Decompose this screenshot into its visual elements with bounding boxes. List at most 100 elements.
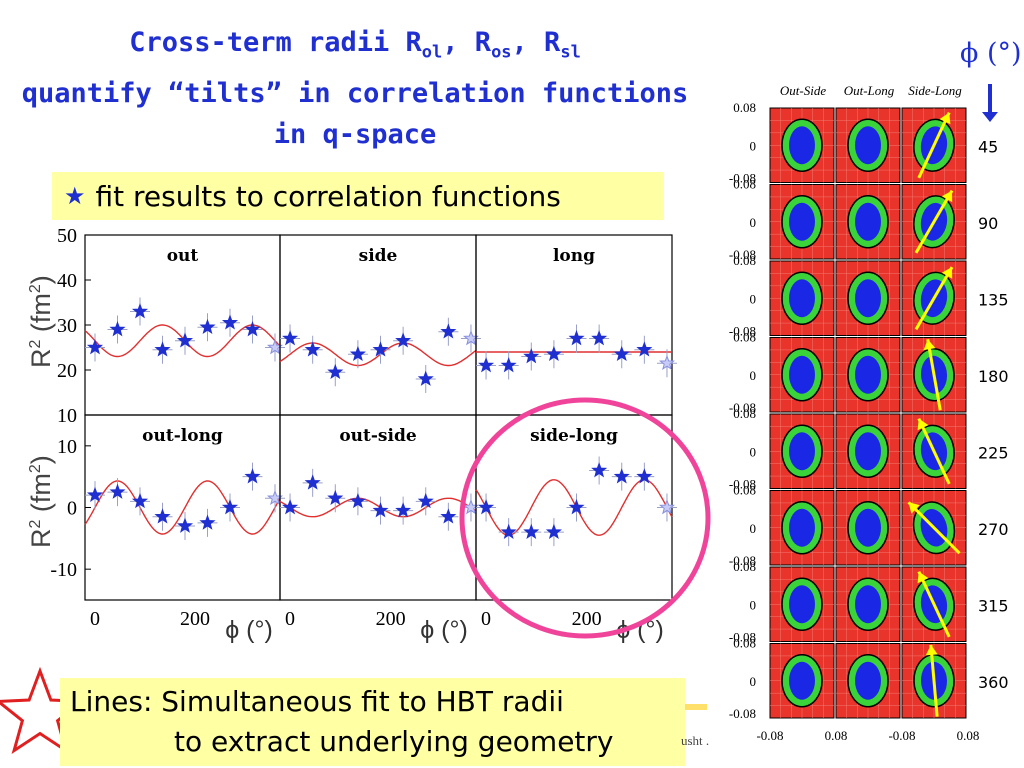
row-angle-label: 90: [978, 214, 998, 233]
blue-core: [855, 432, 881, 471]
data-point: [591, 462, 608, 478]
slide-title: Cross-term radii Rol, Ros, Rsl quantify …: [20, 22, 690, 155]
data-point: [282, 499, 299, 515]
data-point: [478, 357, 495, 373]
grid-ytick: 0.08: [733, 177, 756, 192]
grid-ytick: -0.08: [729, 247, 756, 262]
y-tick-label: 20: [57, 360, 77, 382]
arrowhead-icon: [939, 112, 951, 125]
blue-core: [855, 126, 881, 165]
x-tick-label: 200: [180, 608, 210, 630]
correlation-row-360: [769, 643, 967, 719]
grid-column-label: Side-Long: [908, 83, 962, 98]
data-point: [523, 348, 540, 364]
grid-ytick: 0.08: [733, 483, 756, 498]
data-point: [395, 332, 412, 348]
y-tick-label: 0: [67, 498, 77, 520]
grid-ytick: 0: [750, 674, 757, 689]
correlation-row-270: [769, 490, 967, 566]
arrowhead-icon: [941, 267, 953, 279]
chart-panel-out-side: out-side 0 200 ϕ (°): [279, 414, 481, 644]
blue-core: [855, 279, 881, 318]
panel-title: side: [359, 246, 398, 266]
grid-column-label: Out-Long: [844, 83, 895, 98]
data-point: [417, 370, 434, 386]
grid-ytick: 0.08: [733, 100, 756, 115]
x-tick-label: 200: [572, 608, 602, 630]
blue-core: [789, 279, 815, 318]
grid-ytick: -0.08: [729, 630, 756, 645]
grid-column-label: Out-Side: [780, 83, 826, 98]
data-point: [568, 499, 585, 515]
data-point: [372, 341, 389, 357]
panel-title: side-long: [530, 426, 618, 446]
grid-xtick: 0.08: [957, 728, 980, 743]
grid-xtick: -0.08: [756, 728, 783, 743]
data-point: [86, 486, 104, 502]
y-tick-label: 40: [57, 270, 77, 292]
data-point: [500, 523, 517, 539]
data-point: [154, 508, 171, 524]
data-point: [349, 345, 366, 362]
data-point: [658, 499, 675, 515]
row-angle-label: 225: [978, 443, 1009, 462]
fit-curve: [279, 497, 477, 518]
blue-core: [789, 202, 815, 241]
data-point: [395, 502, 412, 518]
blue-core: [855, 661, 881, 700]
data-point: [154, 341, 171, 357]
arrowhead-icon: [925, 644, 938, 656]
y-tick-label: 30: [57, 315, 77, 337]
data-point: [327, 363, 344, 380]
row-angle-label: 360: [978, 673, 1009, 692]
y-tick-label: 10: [57, 405, 77, 427]
panel-title: out-side: [339, 426, 417, 446]
chart-panel-out: out 10 20 30 40 50: [57, 225, 285, 427]
panel-title: out: [167, 246, 199, 266]
data-point: [109, 483, 126, 499]
footer-fragment: usht .: [681, 733, 710, 748]
blue-core: [855, 585, 881, 624]
data-point: [545, 523, 562, 539]
data-point: [304, 474, 321, 490]
data-point: [176, 332, 194, 348]
grid-ytick: 0: [750, 521, 757, 536]
row-angle-label: 180: [978, 367, 1009, 386]
panel-title: out-long: [142, 426, 223, 446]
data-point: [199, 514, 216, 530]
data-point: [244, 468, 261, 484]
data-point: [109, 321, 126, 337]
tilt-arrow: [917, 570, 951, 638]
data-point: [636, 468, 653, 484]
chart-panel-long: long: [475, 234, 677, 416]
tilt-arrow: [926, 339, 942, 411]
row-angle-label: 135: [978, 290, 1009, 309]
grid-ytick: 0: [750, 138, 757, 153]
lines-note-line-2: to extract underlying geometry: [174, 725, 614, 758]
blue-core: [789, 355, 815, 394]
data-point: [658, 354, 675, 371]
data-point: [500, 357, 517, 373]
fit-results-box: ★ fit results to correlation functions: [52, 172, 664, 220]
blue-core: [789, 432, 815, 471]
data-point: [372, 502, 389, 518]
grid-ytick: 0: [750, 597, 757, 612]
data-point: [244, 321, 261, 337]
grid-ytick: 0.08: [733, 636, 756, 651]
data-point: [636, 341, 653, 357]
blue-core: [855, 202, 881, 241]
y-tick-label: 50: [57, 225, 77, 247]
correlation-row-180: [769, 337, 967, 413]
grid-ytick: 0.08: [733, 406, 756, 421]
y-tick-label: 10: [57, 436, 77, 458]
arrowhead-icon: [908, 502, 920, 514]
grid-ytick: -0.08: [729, 171, 756, 186]
data-point: [221, 499, 239, 515]
grid-ytick: 0: [750, 291, 757, 306]
data-point: [417, 492, 434, 509]
x-tick-label: 0: [90, 608, 100, 630]
arrowhead-icon: [917, 418, 929, 431]
